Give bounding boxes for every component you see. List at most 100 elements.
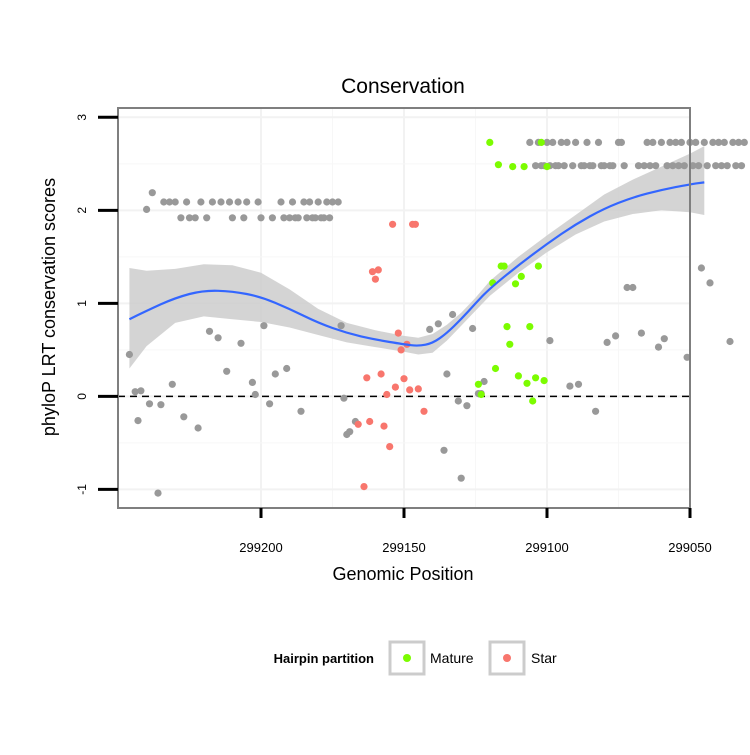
data-point-mature [543, 163, 551, 171]
data-point-mature [491, 364, 500, 373]
data-point-star [394, 329, 402, 337]
data-point-other [657, 138, 666, 146]
legend-title: Hairpin partition [274, 651, 374, 666]
data-point-other [137, 387, 145, 395]
data-point-star [397, 346, 405, 354]
data-point-other [634, 162, 643, 170]
data-point-other [337, 322, 345, 330]
data-point-other [191, 214, 199, 222]
data-point-star [371, 275, 379, 283]
data-point-other [469, 324, 477, 333]
data-point-other [297, 407, 305, 415]
data-point-other [240, 214, 248, 222]
data-point-mature [523, 379, 531, 387]
data-point-other [569, 162, 577, 170]
data-point-star [420, 407, 428, 415]
data-point-other [717, 162, 726, 170]
data-point-other [726, 337, 734, 346]
data-point-star [354, 420, 362, 428]
data-point-other [703, 162, 711, 170]
y-tick-label: -1 [75, 484, 89, 495]
data-point-star [414, 385, 422, 393]
legend-swatch-star [503, 654, 511, 662]
data-point-other [148, 189, 156, 197]
smooth-fit-line [128, 181, 705, 347]
data-point-star [363, 374, 371, 382]
data-point-star [383, 390, 391, 399]
series-other [125, 138, 748, 497]
data-point-other [180, 413, 188, 421]
data-point-other [314, 198, 322, 206]
data-point-other [672, 138, 680, 146]
data-point-other [248, 378, 256, 386]
legend-item-star: Star [488, 640, 557, 676]
data-point-other [251, 390, 259, 399]
data-point-other [346, 428, 354, 436]
data-point-other [217, 198, 225, 206]
data-point-other [572, 138, 580, 146]
legend-label-star: Star [531, 650, 557, 666]
data-point-other [266, 400, 274, 408]
data-point-other [320, 214, 328, 222]
data-point-other [557, 138, 565, 146]
data-point-other [268, 214, 276, 222]
data-point-other [257, 214, 265, 222]
data-point-other [592, 407, 600, 415]
data-point-other [594, 138, 603, 146]
data-point-mature [520, 163, 528, 171]
data-point-star [411, 220, 419, 228]
data-point-other [680, 162, 688, 170]
data-point-other [637, 329, 646, 337]
data-point-other [560, 162, 568, 170]
data-point-other [463, 402, 471, 410]
y-axis-title: phyloP LRT conservation scores [39, 178, 59, 436]
data-point-other [654, 343, 663, 351]
data-point-other [663, 162, 671, 170]
x-tick-label: 299200 [239, 540, 282, 555]
data-point-star [380, 422, 388, 430]
data-point-star [389, 220, 397, 228]
data-point-other [306, 198, 314, 206]
data-point-star [374, 266, 382, 274]
data-point-other [288, 198, 297, 206]
data-point-other [440, 446, 448, 454]
data-point-mature [511, 280, 520, 288]
data-point-other [286, 214, 294, 222]
data-point-other [649, 138, 657, 146]
data-point-star [360, 483, 368, 491]
data-point-other [549, 138, 557, 146]
data-point-other [640, 162, 648, 170]
data-point-other [311, 214, 319, 222]
data-point-other [197, 198, 205, 206]
data-point-mature [514, 372, 523, 380]
data-point-other [554, 162, 563, 170]
data-point-star [400, 375, 408, 383]
data-point-other [168, 380, 176, 388]
data-point-mature [517, 272, 525, 280]
data-point-mature [477, 390, 485, 399]
data-point-other [334, 198, 342, 206]
data-point-other [160, 198, 168, 206]
data-point-star [368, 268, 377, 276]
data-point-other [603, 338, 611, 346]
data-point-other [143, 205, 151, 213]
data-point-other [183, 198, 191, 206]
data-point-mature [534, 262, 543, 270]
y-tick-label: 1 [75, 300, 89, 307]
data-point-other [709, 138, 717, 146]
data-point-mature [474, 380, 482, 388]
data-point-other [600, 162, 608, 170]
data-point-other [177, 214, 185, 222]
data-point-other [692, 138, 700, 146]
data-point-star [366, 417, 374, 426]
data-point-other [723, 162, 731, 170]
data-point-other [480, 377, 488, 386]
data-point-other [589, 162, 597, 170]
x-axis-title: Genomic Position [332, 564, 473, 584]
data-point-other [526, 138, 534, 146]
data-point-other [543, 138, 551, 146]
data-point-mature [540, 377, 548, 385]
confidence-ribbon [129, 146, 705, 369]
